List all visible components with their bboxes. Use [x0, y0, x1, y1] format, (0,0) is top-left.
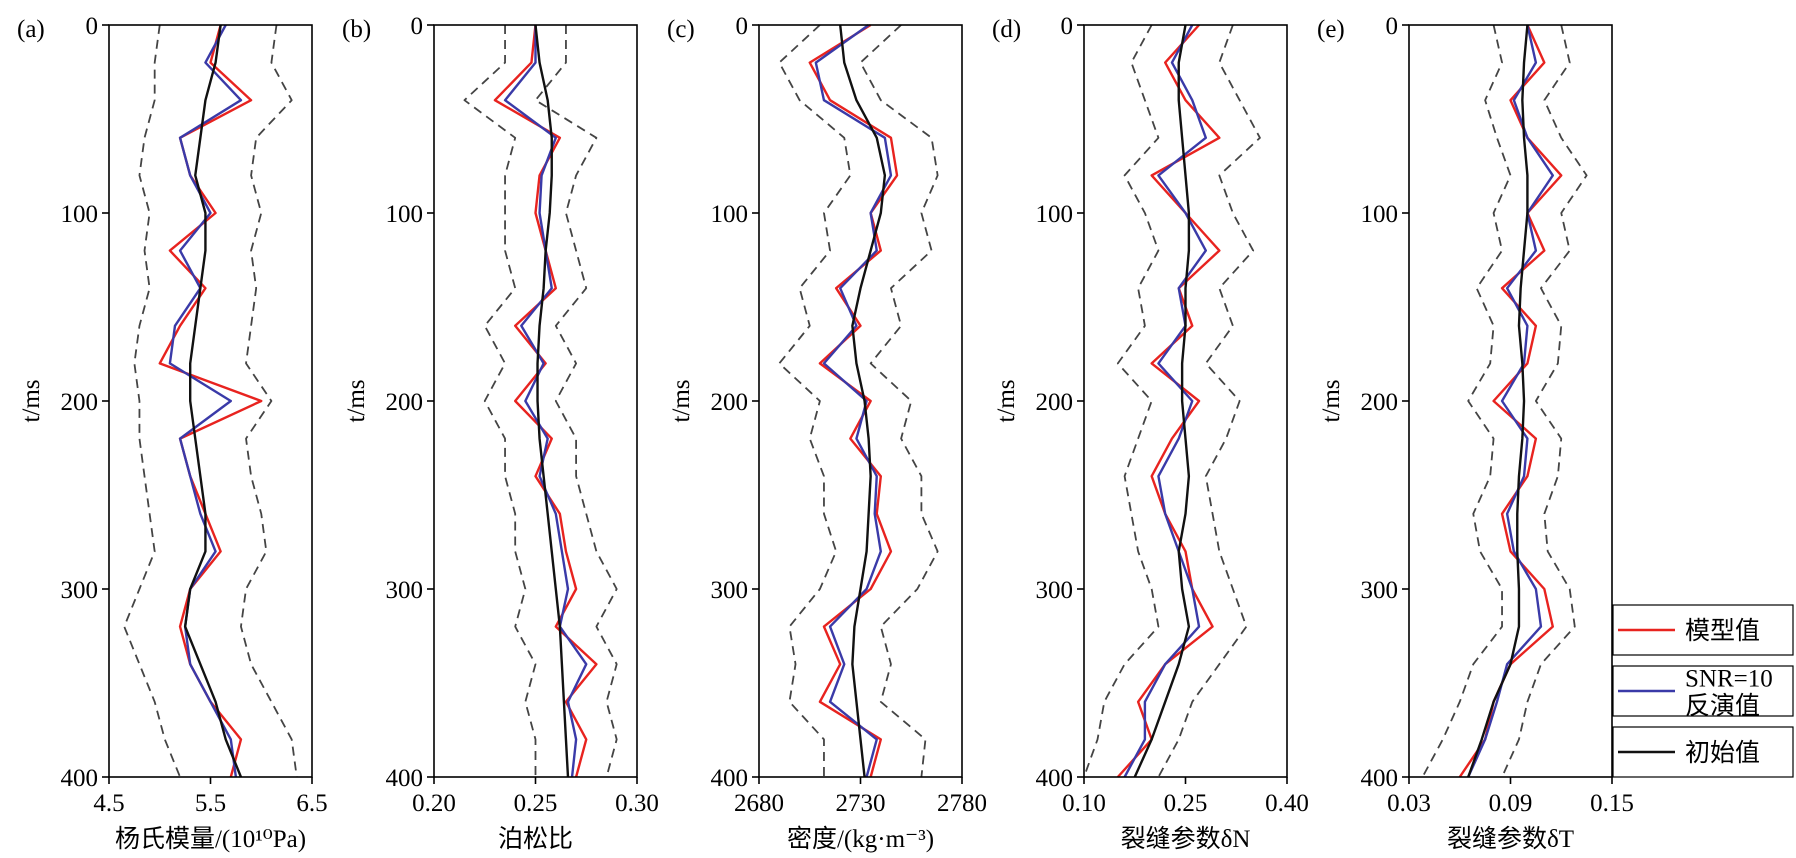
y-tick-label: 200: [386, 389, 424, 416]
series-line: [814, 24, 893, 778]
series-line: [183, 24, 243, 778]
y-tick-label: 100: [386, 201, 424, 228]
bound-line: [778, 24, 852, 777]
x-axis-label: 裂缝参数δT: [1447, 825, 1574, 853]
y-tick-label: 300: [1036, 577, 1074, 604]
x-tick-label: 0.03: [1387, 790, 1431, 817]
panel-label: (e): [1317, 16, 1345, 43]
x-axis-label: 泊松比: [498, 825, 573, 853]
y-axis-label: t/ms: [1318, 379, 1345, 422]
x-tick-label: 2780: [937, 790, 987, 817]
y-tick-label: 300: [1361, 577, 1399, 604]
y-tick-label: 100: [1361, 201, 1399, 228]
series-line: [1133, 24, 1191, 778]
x-tick-label: 2680: [734, 790, 784, 817]
legend-label: 模型值: [1685, 617, 1760, 645]
y-axis-label: t/ms: [343, 379, 370, 422]
y-tick-label: 0: [411, 13, 424, 40]
y-axis-label: t/ms: [668, 379, 695, 422]
legend-label: SNR=10 反演值: [1685, 665, 1773, 720]
x-tick-label: 4.5: [93, 790, 124, 817]
plot-frame: [1083, 24, 1288, 778]
bound-line: [240, 24, 298, 778]
x-tick-label: 6.5: [296, 790, 327, 817]
y-tick-label: 300: [386, 577, 424, 604]
y-tick-label: 100: [61, 201, 99, 228]
series-line: [503, 25, 588, 778]
series-line: [839, 24, 887, 778]
y-axis-label: t/ms: [993, 379, 1020, 422]
y-tick-label: 200: [61, 389, 99, 416]
series-line: [493, 24, 598, 778]
bound-line: [1421, 24, 1512, 778]
y-tick-label: 0: [736, 13, 749, 40]
y-axis-label: t/ms: [18, 379, 45, 422]
x-tick-label: 0.25: [514, 790, 558, 817]
y-tick-label: 400: [61, 765, 99, 792]
bound-line: [123, 24, 181, 778]
bound-line: [1083, 24, 1160, 778]
bound-line: [1501, 24, 1588, 778]
panel-label: (c): [667, 16, 695, 43]
x-tick-label: 0.09: [1489, 790, 1533, 817]
series-line: [1123, 24, 1207, 778]
y-tick-label: 0: [1061, 13, 1074, 40]
x-tick-label: 0.30: [615, 790, 659, 817]
legend-box: [1612, 726, 1794, 778]
bound-line: [859, 24, 939, 778]
y-tick-label: 200: [1036, 389, 1074, 416]
series-line: [168, 24, 243, 778]
panel-label: (b): [342, 16, 371, 43]
x-tick-label: 0.10: [1062, 790, 1106, 817]
x-tick-label: 0.40: [1265, 790, 1309, 817]
series-line: [1467, 24, 1529, 778]
legend-box: [1612, 604, 1794, 656]
y-tick-label: 100: [1036, 201, 1074, 228]
panel-label: (a): [17, 16, 45, 43]
y-tick-label: 0: [86, 13, 99, 40]
y-tick-label: 400: [1361, 765, 1399, 792]
x-tick-label: 5.5: [195, 790, 226, 817]
x-tick-label: 0.20: [412, 790, 456, 817]
series-line: [534, 24, 570, 778]
series-line: [158, 24, 263, 778]
x-tick-label: 2730: [836, 790, 886, 817]
y-tick-label: 0: [1386, 13, 1399, 40]
y-tick-label: 300: [711, 577, 749, 604]
bound-line: [534, 25, 618, 778]
bound-line: [1157, 24, 1261, 778]
series-line: [808, 23, 899, 778]
y-tick-label: 200: [711, 389, 749, 416]
y-tick-label: 300: [61, 577, 99, 604]
legend-box: [1612, 665, 1794, 717]
y-tick-label: 200: [1361, 389, 1399, 416]
x-tick-label: 0.15: [1590, 790, 1634, 817]
y-tick-label: 400: [711, 765, 749, 792]
legend-label: 初始值: [1685, 739, 1760, 767]
y-tick-label: 400: [386, 765, 424, 792]
y-tick-label: 100: [711, 201, 749, 228]
y-tick-label: 400: [1036, 765, 1074, 792]
x-axis-label: 密度/(kg·m⁻³): [787, 825, 934, 853]
series-line: [1467, 24, 1554, 778]
x-axis-label: 裂缝参数δN: [1121, 825, 1251, 853]
x-tick-label: 0.25: [1164, 790, 1208, 817]
bound-line: [463, 25, 537, 777]
plot-frame: [758, 24, 963, 778]
series-line: [1458, 24, 1563, 778]
panel-label: (d): [992, 16, 1021, 43]
x-axis-label: 杨氏模量/(10¹⁰Pa): [115, 825, 306, 853]
